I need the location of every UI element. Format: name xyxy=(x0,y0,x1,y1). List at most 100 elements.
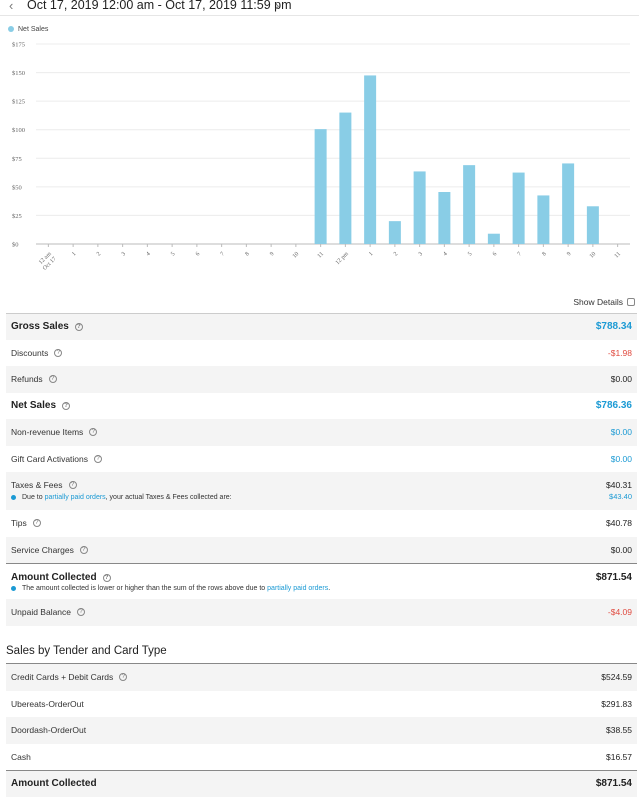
help-icon[interactable]: ? xyxy=(68,481,77,489)
x-tick-label: 6 xyxy=(492,251,498,257)
bar[interactable] xyxy=(562,163,575,244)
taxes-fees-row: Taxes & Fees? $40.31 $43.40 Due to parti… xyxy=(6,472,637,510)
discounts-label: Discounts xyxy=(11,347,49,358)
x-tick-label: 12 amOct 17 xyxy=(37,251,58,272)
service-charges-label: Service Charges xyxy=(11,544,74,555)
discounts-value: -$1.98 xyxy=(607,347,632,358)
date-range-header: ‹ Oct 17, 2019 12:00 am - Oct 17, 2019 1… xyxy=(0,0,639,16)
amount-collected-note: The amount collected is lower or higher … xyxy=(11,585,330,592)
bar[interactable] xyxy=(463,165,476,244)
bar[interactable] xyxy=(438,192,451,244)
taxes-fees-value: $40.31 xyxy=(606,480,632,490)
help-icon[interactable]: ? xyxy=(48,375,57,384)
unpaid-balance-value: -$4.09 xyxy=(607,607,632,618)
partially-paid-orders-link[interactable]: partially paid orders xyxy=(44,494,106,501)
chevron-left-icon[interactable]: ‹ xyxy=(9,0,14,13)
amount-collected-label: Amount Collected xyxy=(11,572,97,583)
help-icon[interactable]: ? xyxy=(102,573,111,582)
x-tick-label: 1 xyxy=(368,251,374,257)
partially-paid-orders-link[interactable]: partially paid orders xyxy=(267,585,329,592)
refunds-label: Refunds xyxy=(11,374,43,385)
tips-row: Tips? $40.78 xyxy=(6,510,637,537)
bar[interactable] xyxy=(413,171,426,244)
note-text: Due to xyxy=(22,494,43,501)
credit-debit-label: Credit Cards + Debit Cards xyxy=(11,672,114,683)
amount-collected-value: $871.54 xyxy=(595,572,632,583)
help-icon[interactable]: ? xyxy=(62,401,71,410)
doordash-label: Doordash-OrderOut xyxy=(11,725,87,736)
non-revenue-label: Non-revenue Items xyxy=(11,427,84,438)
net-sales-label: Net Sales xyxy=(11,400,57,412)
tender-total-label: Amount Collected xyxy=(11,778,97,790)
gift-card-value[interactable]: $0.00 xyxy=(610,453,632,464)
x-tick-label: 4 xyxy=(145,251,151,257)
credit-debit-value: $524.59 xyxy=(601,672,632,683)
y-tick-label: $50 xyxy=(12,184,22,191)
x-tick-label: 10 xyxy=(589,251,597,259)
info-dot-icon xyxy=(11,586,16,591)
show-details-toggle[interactable]: Show Details xyxy=(573,297,635,307)
bar[interactable] xyxy=(339,112,352,244)
net-sales-row: Net Sales? $786.36 xyxy=(6,393,637,420)
x-tick-label: 2 xyxy=(96,251,102,257)
gift-card-row: Gift Card Activations? $0.00 xyxy=(6,446,637,473)
bar[interactable] xyxy=(586,206,599,244)
cash-value: $16.57 xyxy=(606,751,632,762)
bar[interactable] xyxy=(512,172,525,244)
note-text: . xyxy=(328,585,331,592)
help-icon[interactable]: ? xyxy=(74,322,83,331)
service-charges-value: $0.00 xyxy=(610,544,632,555)
refunds-value: $0.00 xyxy=(610,374,632,385)
gross-sales-value: $788.34 xyxy=(595,321,632,333)
bar[interactable] xyxy=(537,195,550,244)
help-icon[interactable]: ? xyxy=(77,608,86,617)
help-icon[interactable]: ? xyxy=(119,673,128,682)
chart-legend[interactable]: Net Sales xyxy=(8,23,48,35)
help-icon[interactable]: ? xyxy=(32,519,41,528)
non-revenue-value[interactable]: $0.00 xyxy=(610,427,632,438)
taxes-fees-note: Due to partially paid orders, your actua… xyxy=(11,494,232,501)
x-tick-label: 11 xyxy=(317,251,325,259)
bar[interactable] xyxy=(487,233,500,244)
gift-card-label: Gift Card Activations xyxy=(11,453,89,464)
show-details-label: Show Details xyxy=(573,297,623,307)
x-tick-label: 1 xyxy=(71,251,77,257)
show-details-checkbox[interactable] xyxy=(627,298,635,306)
x-tick-label: 12 pm xyxy=(335,251,350,266)
help-icon[interactable]: ? xyxy=(54,348,63,357)
x-tick-label: 4 xyxy=(442,251,448,257)
gross-sales-label: Gross Sales xyxy=(11,321,69,333)
service-charges-row: Service Charges? $0.00 xyxy=(6,536,637,563)
y-tick-label: $0 xyxy=(12,242,19,249)
amount-collected-row: Amount Collected? $871.54 The amount col… xyxy=(6,563,637,599)
y-tick-label: $100 xyxy=(12,127,25,134)
bar[interactable] xyxy=(388,221,401,244)
x-tick-label: 2 xyxy=(393,251,399,257)
sales-summary-table: Gross Sales? $788.34 Discounts? -$1.98 R… xyxy=(6,313,637,626)
y-tick-label: $175 xyxy=(12,42,25,49)
help-icon[interactable]: ? xyxy=(89,428,98,437)
tender-total-row: Amount Collected $871.54 xyxy=(6,770,637,797)
taxes-fees-label: Taxes & Fees xyxy=(11,480,63,490)
x-tick-label: 9 xyxy=(566,251,572,257)
net-sales-value: $786.36 xyxy=(595,400,632,412)
x-tick-label: 3 xyxy=(121,251,127,257)
tender-section-title: Sales by Tender and Card Type xyxy=(6,645,167,657)
tender-table: Credit Cards + Debit Cards? $524.59 Uber… xyxy=(6,664,637,797)
x-tick-label: 9 xyxy=(269,251,275,257)
chevron-right-icon[interactable]: › xyxy=(275,0,280,13)
gross-sales-row: Gross Sales? $788.34 xyxy=(6,313,637,340)
x-tick-label: 7 xyxy=(517,251,523,257)
help-icon[interactable]: ? xyxy=(94,454,103,463)
x-tick-label: 5 xyxy=(170,251,176,257)
date-range-label[interactable]: Oct 17, 2019 12:00 am - Oct 17, 2019 11:… xyxy=(27,0,292,12)
x-tick-label: 8 xyxy=(244,251,250,257)
x-tick-label: 3 xyxy=(418,251,424,257)
y-tick-label: $75 xyxy=(12,156,22,163)
help-icon[interactable]: ? xyxy=(79,545,88,554)
tips-label: Tips xyxy=(11,518,27,529)
taxes-fees-collected-value[interactable]: $43.40 xyxy=(609,492,632,501)
bar[interactable] xyxy=(364,75,377,244)
legend-label-net-sales: Net Sales xyxy=(18,25,49,33)
bar[interactable] xyxy=(314,129,327,244)
